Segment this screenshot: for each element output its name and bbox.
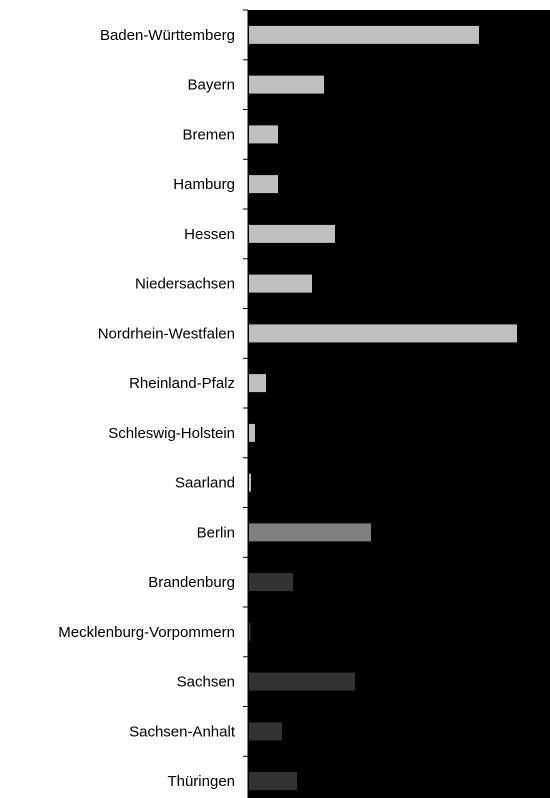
category-label: Schleswig-Holstein [108, 425, 235, 442]
bar-bremen [249, 125, 278, 144]
category-label: Bayern [187, 77, 235, 94]
category-label: Brandenburg [148, 574, 235, 591]
category-label: Thüringen [167, 773, 235, 790]
bar-brandenburg [249, 573, 293, 592]
bar-th-ringen [249, 772, 297, 791]
bar-hessen [249, 224, 335, 243]
category-label: Sachsen [177, 674, 235, 691]
category-label: Bremen [182, 126, 235, 143]
bar-sachsen [249, 672, 355, 691]
category-label: Saarland [175, 475, 235, 492]
bar-bayern [249, 75, 324, 94]
bar-hamburg [249, 175, 278, 194]
plot-area [248, 10, 550, 798]
bar-nordrhein-westfalen [249, 324, 517, 343]
bar-sachsen-anhalt [249, 722, 282, 741]
bar-mecklenburg-vorpommern [249, 622, 251, 641]
category-label: Hessen [184, 226, 235, 243]
bar-berlin [249, 523, 371, 542]
category-label: Niedersachsen [135, 276, 235, 293]
bars-group [249, 25, 517, 791]
bar-schleswig-holstein [249, 423, 255, 442]
category-label: Nordrhein-Westfalen [98, 325, 235, 342]
bar-niedersachsen [249, 274, 312, 293]
category-label: Hamburg [173, 176, 235, 193]
y-axis-ticks-group [243, 9, 248, 757]
category-label: Mecklenburg-Vorpommern [58, 624, 235, 641]
category-labels-group: Baden-Württemberg Bayern Bremen Hamburg Hess… [58, 27, 236, 790]
category-label: Rheinland-Pfalz [129, 375, 235, 392]
category-label: Sachsen-Anhalt [129, 723, 236, 740]
bar-baden-w-rttemberg [249, 25, 479, 44]
category-label: Baden-Württemberg [100, 27, 235, 44]
bar-rheinland-pfalz [249, 374, 266, 393]
bar-saarland [249, 473, 251, 492]
category-label: Berlin [197, 524, 235, 541]
